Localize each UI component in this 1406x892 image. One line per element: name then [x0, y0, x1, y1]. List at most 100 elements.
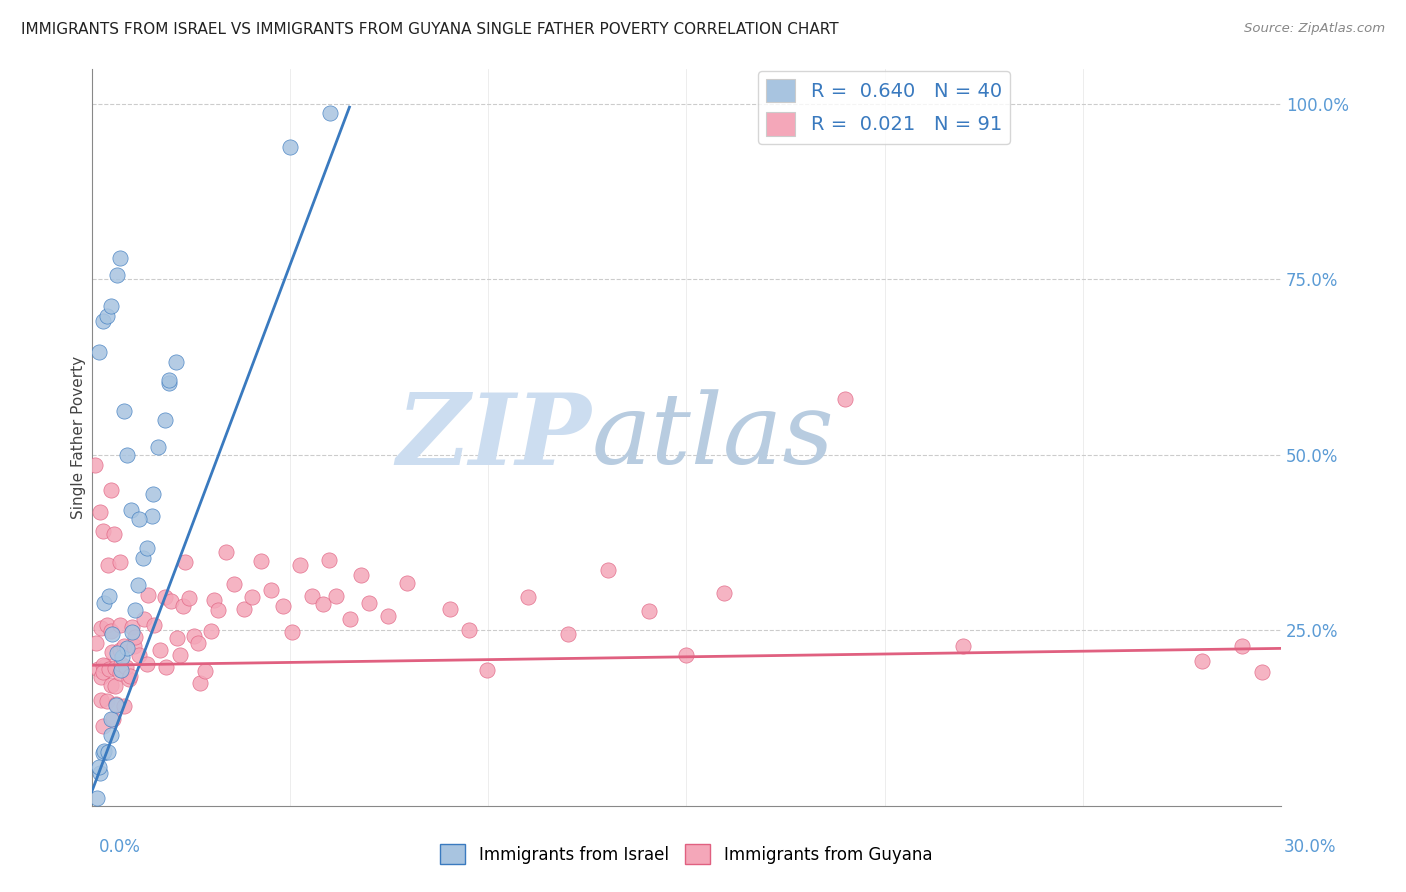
Text: 0.0%: 0.0% [98, 838, 141, 856]
Point [596, 563, 619, 577]
Point [638, 603, 661, 617]
Point [112, 639, 135, 653]
Point [475, 663, 498, 677]
Point [91, 657, 114, 672]
Point [339, 612, 361, 626]
Point [359, 596, 381, 610]
Point [96, 309, 118, 323]
Point [91, 314, 114, 328]
Point [104, 679, 127, 693]
Point [121, 620, 143, 634]
Point [202, 592, 225, 607]
Point [110, 663, 132, 677]
Point [194, 665, 217, 679]
Point [834, 392, 856, 407]
Point [174, 555, 197, 569]
Point [187, 636, 209, 650]
Point [207, 603, 229, 617]
Point [1230, 639, 1253, 653]
Point [172, 599, 194, 614]
Point [96, 694, 118, 708]
Point [138, 588, 160, 602]
Point [87, 345, 110, 359]
Point [396, 576, 419, 591]
Point [104, 660, 127, 674]
Point [128, 512, 150, 526]
Point [249, 554, 271, 568]
Point [111, 650, 134, 665]
Point [94, 658, 117, 673]
Point [93, 596, 115, 610]
Point [105, 268, 128, 282]
Point [90, 670, 112, 684]
Point [177, 591, 200, 605]
Point [96, 617, 118, 632]
Point [165, 355, 187, 369]
Point [118, 672, 141, 686]
Legend: R =  0.640   N = 40, R =  0.021   N = 91: R = 0.640 N = 40, R = 0.021 N = 91 [758, 70, 1010, 144]
Point [124, 639, 146, 653]
Point [240, 590, 263, 604]
Point [124, 630, 146, 644]
Point [132, 551, 155, 566]
Point [108, 555, 131, 569]
Point [188, 675, 211, 690]
Point [377, 609, 399, 624]
Point [128, 648, 150, 662]
Point [288, 558, 311, 573]
Point [103, 527, 125, 541]
Text: IMMIGRANTS FROM ISRAEL VS IMMIGRANTS FROM GUYANA SINGLE FATHER POVERTY CORRELATI: IMMIGRANTS FROM ISRAEL VS IMMIGRANTS FRO… [21, 22, 839, 37]
Point [112, 404, 135, 418]
Point [93, 744, 115, 758]
Point [87, 662, 110, 676]
Point [155, 660, 177, 674]
Point [105, 697, 128, 711]
Point [98, 590, 121, 604]
Point [110, 657, 132, 671]
Point [91, 746, 114, 760]
Point [96, 746, 118, 760]
Point [149, 643, 172, 657]
Point [141, 508, 163, 523]
Point [169, 648, 191, 662]
Point [278, 140, 301, 154]
Point [89, 765, 111, 780]
Point [127, 578, 149, 592]
Point [91, 719, 114, 733]
Point [108, 642, 131, 657]
Point [136, 657, 159, 672]
Point [91, 524, 114, 539]
Point [280, 625, 302, 640]
Point [107, 646, 129, 660]
Point [84, 458, 107, 472]
Point [952, 639, 974, 653]
Point [112, 698, 135, 713]
Point [84, 636, 107, 650]
Point [232, 602, 254, 616]
Point [142, 487, 165, 501]
Point [517, 590, 540, 604]
Point [89, 505, 111, 519]
Point [104, 698, 127, 713]
Point [157, 376, 180, 390]
Point [115, 640, 138, 655]
Y-axis label: Single Father Poverty: Single Father Poverty [72, 356, 86, 518]
Point [121, 625, 143, 640]
Text: 30.0%: 30.0% [1284, 838, 1336, 856]
Point [222, 576, 245, 591]
Point [183, 629, 205, 643]
Point [115, 448, 138, 462]
Point [86, 790, 108, 805]
Point [100, 627, 122, 641]
Text: atlas: atlas [592, 390, 834, 484]
Point [90, 692, 112, 706]
Point [97, 558, 120, 573]
Point [166, 631, 188, 645]
Point [312, 598, 335, 612]
Point [100, 678, 122, 692]
Point [458, 623, 481, 637]
Point [271, 599, 294, 613]
Point [100, 624, 122, 639]
Point [110, 251, 132, 265]
Point [100, 728, 122, 742]
